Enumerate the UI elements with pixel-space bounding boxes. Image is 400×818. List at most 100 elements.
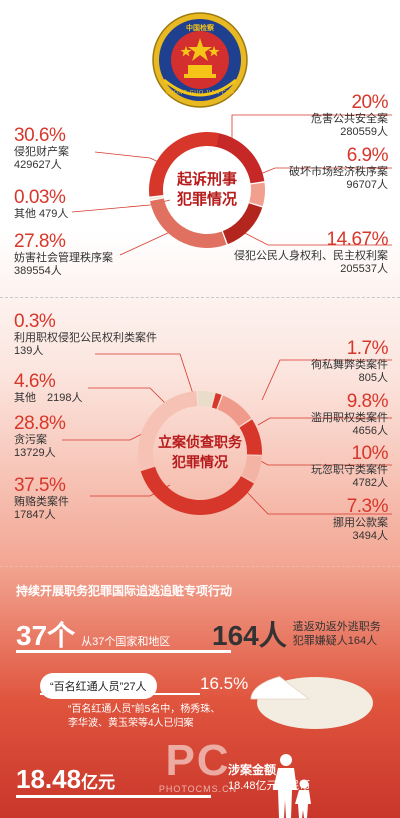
- emblem: 中国检察 ZHONG GUO JIAN CHA: [150, 10, 250, 110]
- emblem-top-text: 中国检察: [186, 25, 214, 32]
- pie-slice: [211, 393, 218, 408]
- leader-line: [261, 359, 392, 401]
- s2-right-item-1: 1.7% 徇私舞弊类案件 805人: [238, 338, 389, 385]
- pie-slice: [212, 393, 222, 409]
- s2-right-count: 4782人: [352, 477, 388, 489]
- s2-right-label: 徇私舞弊类案件: [311, 359, 388, 371]
- pie1-title-line2: 犯罪情况: [176, 191, 237, 208]
- pie-slice: [150, 198, 227, 248]
- pie2-title-line2: 犯罪情况: [172, 454, 228, 470]
- s2-left-item-3: 28.8% 贪污案 13729人: [14, 413, 66, 460]
- s1-left-count: 429627人: [14, 159, 62, 171]
- s2-right-pct: 1.7%: [346, 338, 389, 359]
- s1-right-item-3: 14.67% 侵犯公民人身权利、民主权利案 205537人: [188, 229, 389, 276]
- s2-left-label: 其他 2198人: [14, 392, 83, 404]
- s2-right-item-2: 9.8% 滥用职权类案件 4656人: [238, 391, 389, 438]
- stat-164: 164人 遣返劝返外逃职务 犯罪嫌疑人164人: [212, 614, 381, 654]
- leader-line: [95, 353, 196, 401]
- pie-slice: [222, 203, 263, 245]
- section3-title: 持续开展职务犯罪国际追逃追赃专项行动: [16, 584, 233, 598]
- redlist-note: “百名红通人员”前5名中，杨秀珠、 李华波、黄玉荣等4人已归案: [68, 703, 220, 731]
- s2-right-label: 挪用公款案: [333, 517, 388, 529]
- s1-right-pct: 20%: [351, 92, 388, 113]
- s2-right-item-3: 10% 玩忽职守类案件 4782人: [238, 443, 389, 490]
- divider: [0, 297, 400, 298]
- s2-right-count: 805人: [358, 372, 388, 384]
- money-unit: 亿元: [81, 773, 116, 792]
- pie2-center-title: 立案侦查职务 犯罪情况: [140, 432, 260, 472]
- s1-left-item-2: 0.03% 其他 479人: [14, 188, 68, 221]
- s2-right-item-4: 7.3% 挪用公款案 3494人: [238, 496, 389, 543]
- pie-slice: [149, 196, 164, 200]
- pie-slice: [249, 182, 265, 207]
- pie-slice: [138, 391, 198, 470]
- s1-left-item-1: 30.6% 侵犯财产案 429627人: [14, 126, 69, 172]
- s2-left-item-2: 4.6% 其他 2198人: [14, 372, 82, 405]
- watermark-site: PHOTOCMS.CN: [158, 784, 238, 794]
- s1-right-label: 侵犯公民人身权利、民主权利案: [234, 250, 388, 262]
- pill-underline: [40, 693, 200, 695]
- s1-right-item-2: 6.9% 破坏市场经济秩序案 96707人: [218, 145, 389, 192]
- s1-right-label: 危害公共安全案: [311, 113, 388, 125]
- money-total: 18.48 亿元: [16, 764, 115, 795]
- s2-left-pct: 28.8%: [14, 413, 66, 434]
- stat-164-desc-line2: 犯罪嫌疑人164人: [292, 635, 378, 647]
- pie2-title-line1: 立案侦查职务: [158, 434, 242, 450]
- redlist-pct: 16.5%: [200, 674, 249, 693]
- s2-left-item-1: 0.3% 利用职权侵犯公民权利类案件 139人: [14, 312, 157, 358]
- s1-right-pct: 14.67%: [326, 229, 389, 250]
- leader-line: [244, 489, 392, 515]
- pie-slice: [140, 466, 254, 515]
- s1-left-label: 侵犯财产案: [14, 146, 69, 158]
- stat-37-desc: 从37个国家和地区: [81, 636, 171, 648]
- s2-right-label: 滥用职权类案件: [311, 412, 388, 424]
- s1-left-label: 妨害社会管理秩序案: [14, 252, 113, 264]
- s1-right-count: 205537人: [340, 263, 388, 275]
- s1-right-count: 96707人: [346, 179, 388, 191]
- stat-164-desc: 遣返劝返外逃职务 犯罪嫌疑人164人: [293, 620, 381, 648]
- pie-slice: [197, 391, 215, 408]
- s2-right-pct: 10%: [351, 443, 388, 464]
- leader-line: [257, 167, 392, 176]
- s2-left-pct: 4.6%: [14, 371, 56, 392]
- s1-right-pct: 6.9%: [346, 145, 389, 166]
- pie-chart-investigation: [138, 391, 262, 515]
- s1-left-count: 389554人: [14, 265, 62, 277]
- pie1-center-title: 起诉刑事 犯罪情况: [163, 170, 251, 210]
- leader-line: [88, 387, 171, 409]
- divider: [0, 566, 400, 567]
- s2-left-item-4: 37.5% 贿赂类案件 17847人: [14, 476, 69, 522]
- pie1-title-line1: 起诉刑事: [176, 171, 237, 188]
- s2-left-count: 139人: [14, 345, 44, 357]
- pie-chart-redlist: [250, 676, 373, 729]
- watermark-logo: PC: [165, 736, 231, 785]
- s2-left-label: 贿赂类案件: [14, 496, 69, 508]
- stat-37: 37个 从37个国家和地区: [16, 614, 170, 654]
- underline-bar: [16, 650, 231, 653]
- money-desc-line1: 涉案金额: [228, 763, 277, 777]
- stat-164-desc-line1: 遣返劝返外逃职务: [292, 621, 381, 633]
- stat-164-number: 164人: [212, 620, 287, 651]
- s1-left-pct: 27.8%: [14, 231, 66, 252]
- emblem-ring-text: ZHONG GUO JIAN CHA: [165, 90, 235, 96]
- money-underline: [16, 795, 211, 798]
- s2-right-pct: 9.8%: [346, 391, 389, 412]
- s2-right-pct: 7.3%: [346, 496, 389, 517]
- s2-left-pct: 0.3%: [14, 311, 56, 332]
- leader-line: [257, 417, 392, 426]
- s1-left-item-3: 27.8% 妨害社会管理秩序案 389554人: [14, 232, 113, 278]
- s2-left-label: 贪污案: [14, 434, 47, 446]
- s2-left-count: 17847人: [14, 509, 56, 521]
- stat-37-number: 37个: [16, 620, 76, 651]
- s1-left-label: 其他 479人: [14, 208, 69, 220]
- s2-right-count: 4656人: [352, 425, 388, 437]
- s2-left-count: 13729人: [14, 447, 56, 459]
- s2-right-label: 玩忽职守类案件: [311, 464, 388, 476]
- pie-slice: [149, 132, 220, 197]
- s2-left-pct: 37.5%: [14, 475, 66, 496]
- s1-right-count: 280559人: [340, 126, 388, 138]
- pie-slice: [215, 133, 265, 184]
- s1-right-item-1: 20% 危害公共安全案 280559人: [218, 92, 389, 139]
- redlist-note-line2: 李华波、黄玉荣等4人已归案: [68, 718, 194, 729]
- pie-slice: [241, 455, 262, 483]
